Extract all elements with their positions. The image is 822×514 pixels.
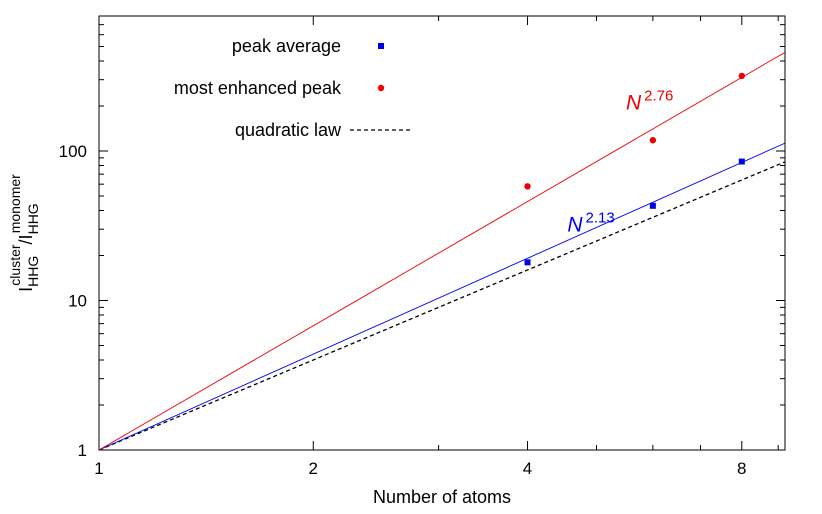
fit-exponent-annotation: N 2.76 xyxy=(626,87,673,114)
y-axis-title-numerator-sup: cluster xyxy=(7,244,23,286)
y-axis-ticks xyxy=(99,15,785,451)
fit-n-2-76-line xyxy=(98,51,786,451)
fit-lines xyxy=(98,51,786,451)
fit-exponent-annotation: N 2.13 xyxy=(567,209,614,236)
x-tick-label: 4 xyxy=(523,459,532,478)
x-axis-ticks xyxy=(98,16,779,450)
y-axis-title-numerator-sub: HHG xyxy=(25,256,41,287)
data-points xyxy=(524,72,745,266)
peak-average-point xyxy=(738,158,745,165)
legend-marker-peak-average xyxy=(378,43,384,49)
most-enhanced-peak-point xyxy=(649,137,657,144)
y-axis-tick-labels: 1 10 100 xyxy=(59,142,87,460)
y-tick-label: 10 xyxy=(68,292,87,311)
quadratic-law-line xyxy=(98,161,786,451)
x-tick-label: 1 xyxy=(94,459,103,478)
y-axis-title-denominator-sub: HHG xyxy=(25,203,41,234)
fit-n-2-13-line xyxy=(98,142,786,451)
most-enhanced-peak-point xyxy=(738,72,745,80)
svg-text:IHHGcluster/IHHGmonomer: IHHGcluster/IHHGmonomer xyxy=(7,174,41,292)
legend-label-peak-average: peak average xyxy=(232,36,341,56)
y-axis-title: IHHGcluster/IHHGmonomer xyxy=(7,174,41,292)
peak-average-point xyxy=(524,259,531,266)
y-tick-label: 100 xyxy=(59,142,87,161)
y-axis-title-slash: / xyxy=(16,239,36,244)
x-tick-label: 8 xyxy=(737,459,746,478)
legend: peak average most enhanced peak quadrati… xyxy=(174,36,412,140)
annotations: N 2.76 N 2.13 xyxy=(567,87,673,236)
x-tick-label: 2 xyxy=(309,459,318,478)
legend-marker-most-enhanced-peak xyxy=(377,84,385,92)
most-enhanced-peak-point xyxy=(524,183,531,190)
y-axis-title-denominator-sup: monomer xyxy=(7,174,23,233)
peak-average-point xyxy=(649,202,656,209)
x-axis-tick-labels: 1 2 4 8 xyxy=(94,459,746,478)
x-axis-title: Number of atoms xyxy=(373,487,511,507)
legend-label-most-enhanced-peak: most enhanced peak xyxy=(174,78,342,98)
y-axis-title-denominator: I xyxy=(16,234,36,239)
y-tick-label: 1 xyxy=(78,441,87,460)
y-axis-title-numerator: I xyxy=(16,287,36,292)
plot-frame xyxy=(98,15,786,451)
legend-label-quadratic-law: quadratic law xyxy=(235,120,342,140)
